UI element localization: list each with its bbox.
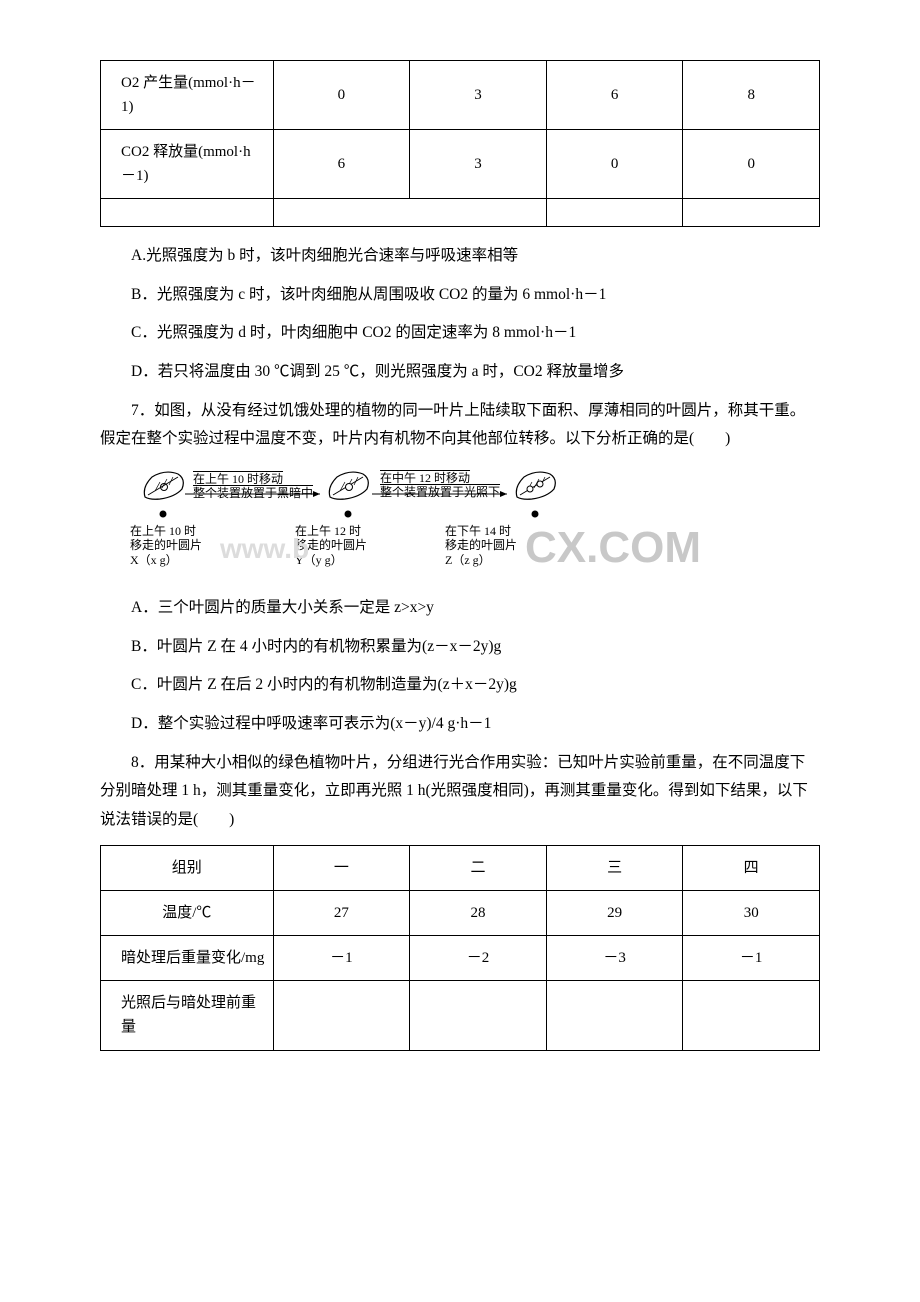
cell — [683, 199, 820, 227]
row-header: 暗处理后重量变化/mg — [101, 935, 274, 980]
table-row: O2 产生量(mmol·h－1) 0 3 6 8 — [101, 61, 820, 130]
cell: 30 — [683, 890, 820, 935]
table-row: 光照后与暗处理前重量 — [101, 980, 820, 1050]
row-header: O2 产生量(mmol·h－1) — [101, 61, 274, 130]
cell: －1 — [683, 935, 820, 980]
row-header: 组别 — [101, 845, 274, 890]
cell: 三 — [546, 845, 683, 890]
table-row — [101, 199, 820, 227]
cell: 29 — [546, 890, 683, 935]
cell — [546, 199, 683, 227]
dot-icon — [158, 509, 168, 519]
leaf-icon — [325, 469, 375, 504]
option-c: C．叶圆片 Z 在后 2 小时内的有机物制造量为(z＋x－2y)g — [100, 671, 820, 700]
cell: 28 — [410, 890, 547, 935]
cell — [546, 980, 683, 1050]
cell: 0 — [546, 130, 683, 199]
table-row: 温度/℃ 27 28 29 30 — [101, 890, 820, 935]
leaf-icon — [140, 469, 190, 504]
table-row: 暗处理后重量变化/mg －1 －2 －3 －1 — [101, 935, 820, 980]
option-d: D．整个实验过程中呼吸速率可表示为(x－y)/4 g·h－1 — [100, 710, 820, 739]
option-b: B．叶圆片 Z 在 4 小时内的有机物积累量为(z－x－2y)g — [100, 633, 820, 662]
arrow-icon — [185, 489, 325, 499]
row-header: 温度/℃ — [101, 890, 274, 935]
table-row: 组别 一 二 三 四 — [101, 845, 820, 890]
row-header: 光照后与暗处理前重量 — [101, 980, 274, 1050]
diagram-bottom-label-2: 在上午 12 时 移走的叶圆片 Y（y g） — [295, 524, 367, 567]
q7-stem: 7．如图，从没有经过饥饿处理的植物的同一叶片上陆续取下面积、厚薄相同的叶圆片，称… — [100, 397, 820, 454]
table-row: CO2 释放量(mmol·h－1) 6 3 0 0 — [101, 130, 820, 199]
cell — [273, 199, 410, 227]
diagram-bottom-label-3: 在下午 14 时 移走的叶圆片 Z（z g） — [445, 524, 517, 567]
row-header — [101, 199, 274, 227]
dot-icon — [530, 509, 540, 519]
cell: 二 — [410, 845, 547, 890]
option-b: B．光照强度为 c 时，该叶肉细胞从周围吸收 CO2 的量为 6 mmol·h－… — [100, 281, 820, 310]
cell — [410, 980, 547, 1050]
cell: 27 — [273, 890, 410, 935]
option-c: C．光照强度为 d 时，叶肉细胞中 CO2 的固定速率为 8 mmol·h－1 — [100, 319, 820, 348]
row-header: CO2 释放量(mmol·h－1) — [101, 130, 274, 199]
cell: －2 — [410, 935, 547, 980]
option-d: D．若只将温度由 30 ℃调到 25 ℃，则光照强度为 a 时，CO2 释放量增… — [100, 358, 820, 387]
diagram-bottom-label-1: 在上午 10 时 移走的叶圆片 X（x g） — [130, 524, 202, 567]
option-a: A．三个叶圆片的质量大小关系一定是 z>x>y — [100, 594, 820, 623]
cell: 0 — [273, 61, 410, 130]
cell — [273, 980, 410, 1050]
cell: 3 — [410, 61, 547, 130]
dot-icon — [343, 509, 353, 519]
cell: 一 — [273, 845, 410, 890]
cell: 6 — [546, 61, 683, 130]
arrow-icon — [372, 489, 512, 499]
cell — [410, 199, 547, 227]
cell: －1 — [273, 935, 410, 980]
cell: 0 — [683, 130, 820, 199]
cell: 6 — [273, 130, 410, 199]
table-q8: 组别 一 二 三 四 温度/℃ 27 28 29 30 暗处理后重量变化/mg … — [100, 845, 820, 1051]
cell: 8 — [683, 61, 820, 130]
q8-stem: 8．用某种大小相似的绿色植物叶片，分组进行光合作用实验：已知叶片实验前重量，在不… — [100, 749, 820, 835]
cell: －3 — [546, 935, 683, 980]
option-a: A.光照强度为 b 时，该叶肉细胞光合速率与呼吸速率相等 — [100, 242, 820, 271]
leaf-icon — [512, 469, 562, 504]
q7-diagram: 在上午 10 时移动整个装置放置于黑暗中 在中午 12 时移动整个装置放置于光照… — [130, 469, 730, 579]
cell: 四 — [683, 845, 820, 890]
cell: 3 — [410, 130, 547, 199]
watermark: CX.COM — [525, 513, 701, 583]
cell — [683, 980, 820, 1050]
table-o2-co2: O2 产生量(mmol·h－1) 0 3 6 8 CO2 释放量(mmol·h－… — [100, 60, 820, 227]
